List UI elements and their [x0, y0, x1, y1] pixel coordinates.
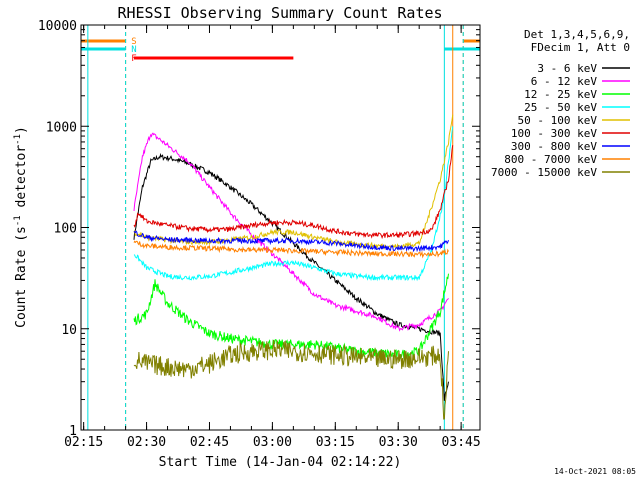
- y-tick-label: 1000: [46, 120, 77, 135]
- series-line-5: [133, 145, 454, 240]
- y-tick-label: 10: [61, 323, 77, 338]
- legend: Det 1,3,4,5,6,9,FDecim 1, Att 0 3 - 6 keV…: [491, 28, 630, 179]
- legend-entry-label: 800 - 7000 keV: [504, 153, 597, 166]
- series-line-3: [133, 126, 454, 282]
- y-axis-ticks: 1 10 100 1000 10000: [38, 19, 480, 439]
- flag-label-N: N: [131, 45, 136, 55]
- legend-entry-label: 3 - 6 keV: [537, 62, 597, 75]
- y-tick-label: 10000: [38, 19, 77, 34]
- x-tick-label: 02:30: [127, 435, 166, 450]
- y-tick-label: 100: [54, 222, 77, 237]
- y-axis-label: Count Rate (s-1 detector-1): [13, 126, 29, 328]
- x-tick-label: 03:00: [253, 435, 292, 450]
- legend-header-line: FDecim 1, Att 0: [531, 41, 630, 54]
- series-line-4: [133, 114, 454, 251]
- y-tick-label: 1: [69, 424, 77, 439]
- series-line-2: [133, 273, 449, 360]
- legend-entry-label: 100 - 300 keV: [511, 127, 597, 140]
- vertical-markers: [87, 25, 464, 430]
- timestamp: 14-Oct-2021 08:05: [554, 467, 636, 476]
- observing-flags: SNF: [81, 37, 480, 64]
- legend-entry-label: 6 - 12 keV: [531, 75, 598, 88]
- x-tick-label: 02:15: [64, 435, 103, 450]
- x-tick-label: 03:45: [442, 435, 481, 450]
- y-axis-label-main: Count Rate (s: [14, 226, 29, 328]
- legend-header-line: Det 1,3,4,5,6,9,: [524, 28, 630, 41]
- flag-label-S: S: [131, 37, 136, 47]
- plot-frame: [80, 24, 481, 431]
- series-line-1: [133, 132, 449, 332]
- legend-entry-label: 25 - 50 keV: [524, 101, 597, 114]
- y-axis-label-exp1: -1: [13, 215, 23, 226]
- series-line-7: [133, 240, 449, 259]
- y-axis-label-exp2: -1: [13, 134, 23, 145]
- y-axis-label-end: ): [14, 126, 29, 134]
- legend-entry-label: 12 - 25 keV: [524, 88, 597, 101]
- legend-entry-label: 50 - 100 keV: [518, 114, 598, 127]
- series-line-6: [133, 230, 449, 253]
- x-tick-label: 03:30: [379, 435, 418, 450]
- x-axis-ticks: 02:15 02:30 02:45 03:00 03:15 03:30 03:45: [64, 25, 481, 450]
- legend-entry-label: 300 - 800 keV: [511, 140, 597, 153]
- x-tick-label: 03:15: [316, 435, 355, 450]
- x-tick-label: 02:45: [190, 435, 229, 450]
- y-axis-label-mid: detector: [14, 145, 29, 216]
- series-lines: [133, 114, 454, 420]
- series-line-8: [133, 339, 449, 420]
- legend-entry-label: 7000 - 15000 keV: [491, 166, 597, 179]
- x-axis-label: Start Time (14-Jan-04 02:14:22): [159, 455, 402, 470]
- chart-title: RHESSI Observing Summary Count Rates: [117, 4, 442, 22]
